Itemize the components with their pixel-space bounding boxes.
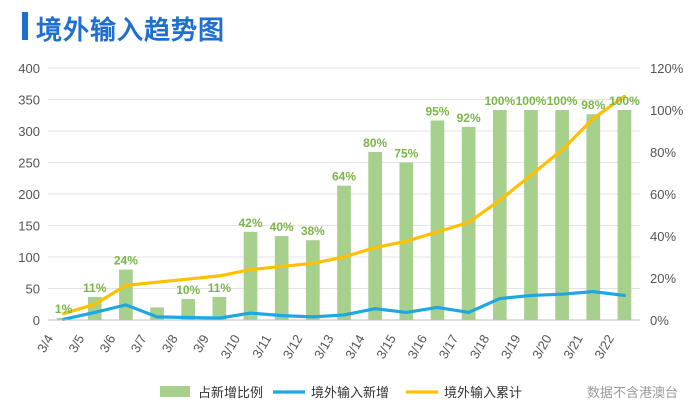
x-tick-label: 3/16 xyxy=(404,332,430,361)
left-tick-label: 350 xyxy=(18,93,40,108)
x-tick-label: 3/13 xyxy=(311,332,337,361)
x-tick-label: 3/22 xyxy=(591,332,617,361)
bar xyxy=(524,110,538,320)
line-cumulative xyxy=(61,94,627,316)
left-tick-label: 250 xyxy=(18,156,40,171)
bar-data-label: 98% xyxy=(581,98,605,112)
bar xyxy=(243,231,258,320)
data-labels: 1%11%24%10% 11%42% 40% 38%64%80%75%95% 92%10… xyxy=(55,94,640,316)
bar-data-label: 75% xyxy=(394,147,418,161)
legend-bar-label: 占新增比例 xyxy=(198,385,263,401)
bar-data-label: 95% xyxy=(425,105,449,119)
bar-data-label: 40% xyxy=(270,220,294,234)
x-tick-label: 3/7 xyxy=(128,332,150,355)
left-tick-label: 100 xyxy=(18,250,40,265)
bar xyxy=(368,152,383,320)
line-new-cases xyxy=(61,290,627,321)
bar xyxy=(430,120,445,320)
x-tick-label: 3/12 xyxy=(280,332,306,361)
bar xyxy=(181,299,196,320)
bar-data-label: 80% xyxy=(363,136,387,150)
source-note: 数据不含港澳台 xyxy=(586,386,678,401)
title-accent-bar xyxy=(22,12,28,40)
x-tick-label: 3/5 xyxy=(65,332,87,355)
right-tick-label: 40% xyxy=(650,229,676,244)
right-tick-label: 100% xyxy=(650,103,684,118)
bar-data-label: 1% xyxy=(55,302,73,316)
right-tick-label: 0% xyxy=(650,313,669,328)
bar-data-label: 38% xyxy=(301,224,325,238)
bar xyxy=(305,240,320,320)
x-tick-label: 3/15 xyxy=(373,332,399,361)
right-tick-label: 60% xyxy=(650,187,676,202)
right-tick-label: 120% xyxy=(650,61,684,76)
legend-cum-label: 境外输入累计 xyxy=(444,385,522,401)
x-tick-label: 3/21 xyxy=(560,332,586,361)
bar xyxy=(492,110,507,320)
x-tick-label: 3/8 xyxy=(159,332,181,355)
bar-data-label: 11% xyxy=(208,281,232,295)
x-tick-label: 3/19 xyxy=(498,332,524,361)
bar-data-label: 11% xyxy=(83,281,107,295)
x-tick-label: 3/11 xyxy=(249,332,274,361)
bar-data-label: 24% xyxy=(114,254,138,268)
bar-data-label: 92% xyxy=(457,111,481,125)
left-tick-label: 300 xyxy=(18,124,40,139)
x-tick-label: 3/17 xyxy=(436,332,462,361)
right-tick-label: 20% xyxy=(650,271,676,286)
x-tick-label: 3/9 xyxy=(190,332,212,355)
bar-data-label: 100% xyxy=(484,94,515,108)
left-tick-label: 200 xyxy=(18,187,40,202)
x-tick-label: 3/20 xyxy=(529,332,555,361)
chart-title: 境外输入趋势图 xyxy=(36,16,226,46)
bar-data-label: 10% xyxy=(176,283,200,297)
bar xyxy=(617,110,632,320)
x-tick-label: 3/6 xyxy=(96,332,118,355)
bar xyxy=(337,185,351,320)
bar xyxy=(119,269,133,320)
legend-new-label: 境外输入新增 xyxy=(311,385,389,401)
x-tick-label: 3/10 xyxy=(217,332,243,361)
bar xyxy=(555,110,569,320)
left-tick-label: 400 xyxy=(18,61,40,76)
line-series xyxy=(61,94,627,321)
x-tick-label: 3/18 xyxy=(467,332,493,361)
bar xyxy=(586,114,601,320)
bar-data-label: 100% xyxy=(516,94,547,108)
bar xyxy=(274,236,289,320)
x-tick-label: 3/4 xyxy=(34,332,56,355)
legend: 占新增比例 境外输入新增 境外输入累计 xyxy=(160,385,522,401)
right-tick-label: 80% xyxy=(650,145,676,160)
bar-data-label: 42% xyxy=(239,216,263,230)
bar-data-label: 100% xyxy=(609,94,640,108)
bar-data-label: 100% xyxy=(547,94,578,108)
bar-data-label: 64% xyxy=(332,170,356,184)
left-tick-label: 0 xyxy=(33,313,40,328)
left-tick-label: 150 xyxy=(18,219,40,234)
x-tick-label: 3/14 xyxy=(342,332,368,361)
legend-bar-swatch xyxy=(160,386,190,397)
bar xyxy=(212,296,227,320)
left-tick-label: 50 xyxy=(26,282,40,297)
